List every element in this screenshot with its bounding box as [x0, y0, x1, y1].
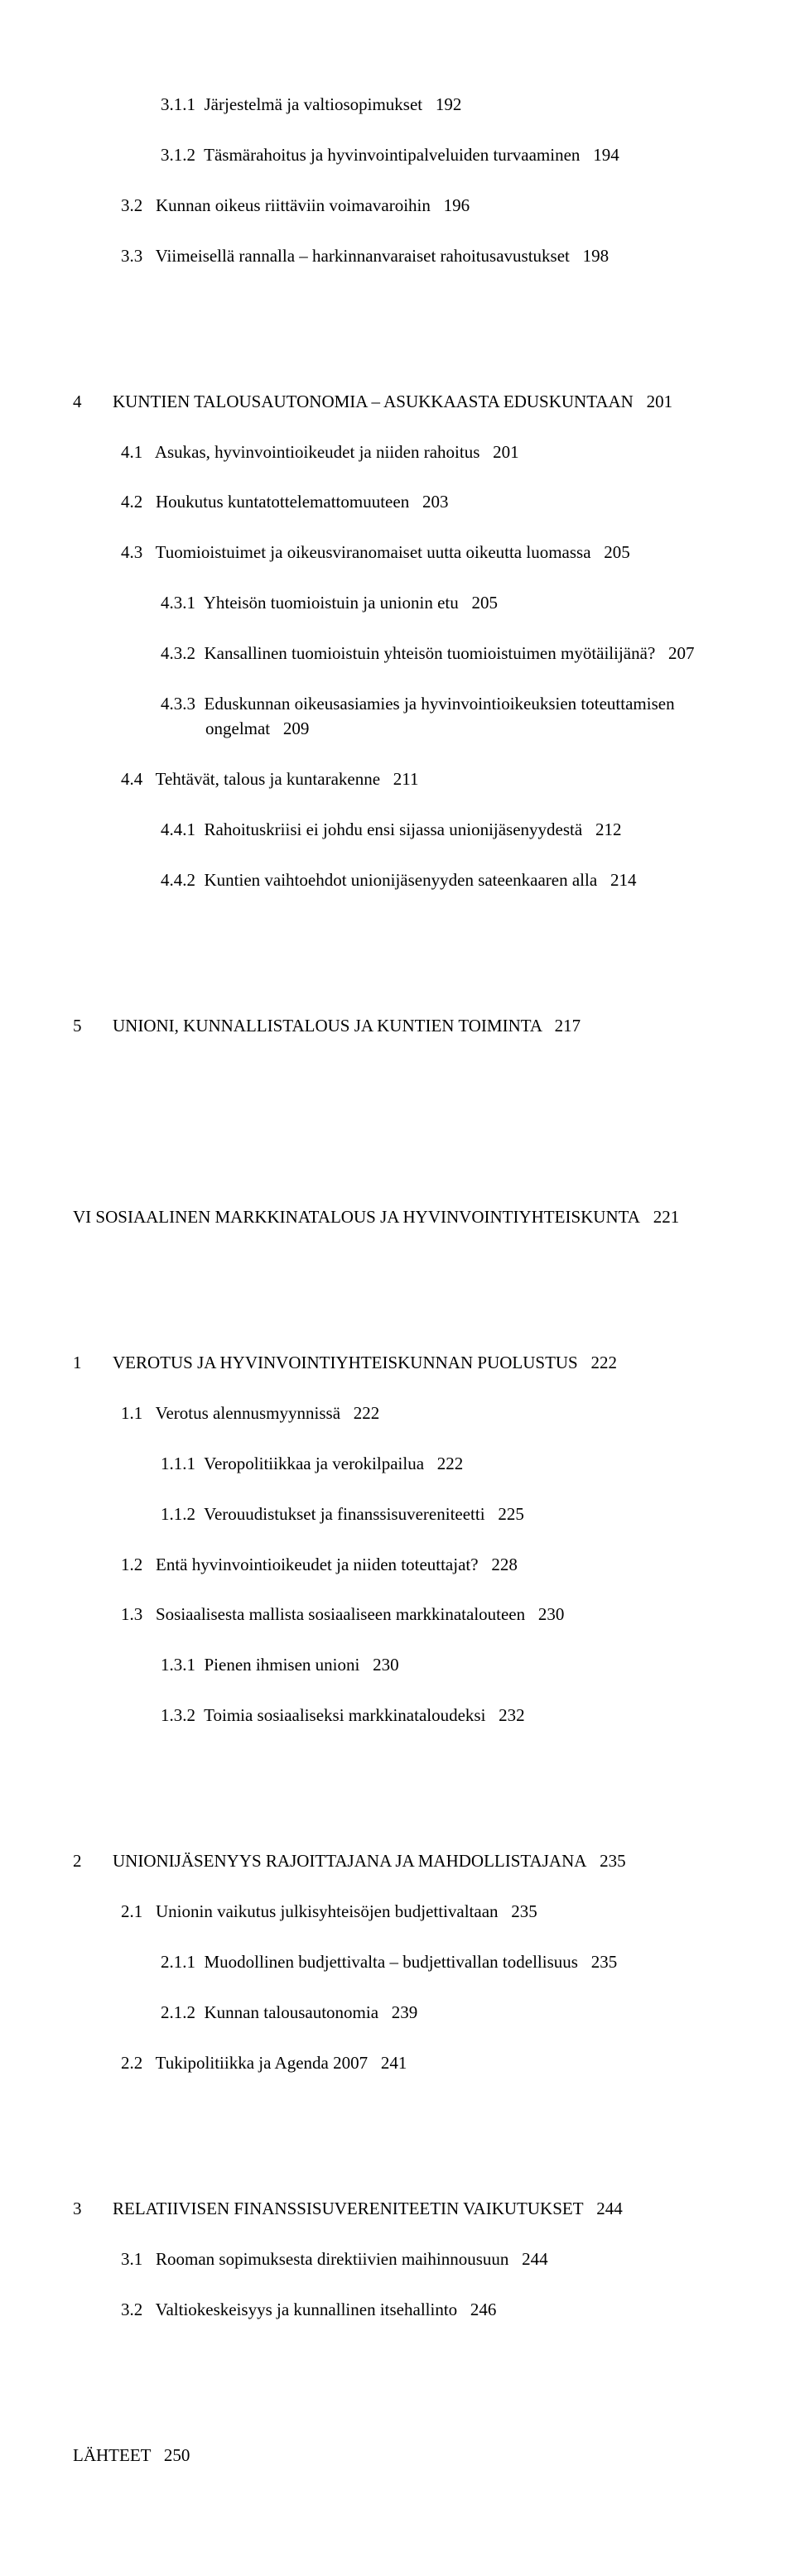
- toc-entry: 3.2 Kunnan oikeus riittäviin voimavaroih…: [73, 193, 722, 218]
- toc-entry: 1.1.1 Veropolitiikkaa ja verokilpailua 2…: [73, 1451, 722, 1476]
- toc-entry: 4.4 Tehtävät, talous ja kuntarakenne 211: [73, 767, 722, 791]
- toc-entry: 2.1.2 Kunnan talousautonomia 239: [73, 2000, 722, 2025]
- toc-entry: 3.1 Rooman sopimuksesta direktiivien mai…: [73, 2247, 722, 2271]
- toc-entry: 1.3 Sosiaalisesta mallista sosiaaliseen …: [73, 1602, 722, 1627]
- toc-entry: 2.1.1 Muodollinen budjettivalta – budjet…: [73, 1949, 722, 1974]
- toc-entry: 3.1.2 Täsmärahoitus ja hyvinvointipalvel…: [73, 142, 722, 167]
- toc-chapter: 2UNIONIJÄSENYYS RAJOITTAJANA JA MAHDOLLI…: [73, 1848, 722, 1873]
- toc-entry: 4.3.1 Yhteisön tuomioistuin ja unionin e…: [73, 590, 722, 615]
- toc-references: LÄHTEET 250: [73, 2443, 722, 2468]
- toc-chapter: 1VEROTUS JA HYVINVOINTIYHTEISKUNNAN PUOL…: [73, 1350, 722, 1375]
- toc-entry: 2.1 Unionin vaikutus julkisyhteisöjen bu…: [73, 1899, 722, 1924]
- toc-chapter: 4KUNTIEN TALOUSAUTONOMIA – ASUKKAASTA ED…: [73, 389, 722, 414]
- toc-chapter: 5UNIONI, KUNNALLISTALOUS JA KUNTIEN TOIM…: [73, 1013, 722, 1038]
- toc-entry: 1.3.1 Pienen ihmisen unioni 230: [73, 1652, 722, 1677]
- toc-entry: 4.3.3 Eduskunnan oikeusasiamies ja hyvin…: [73, 691, 722, 742]
- toc-entry: 1.3.2 Toimia sosiaaliseksi markkinatalou…: [73, 1703, 722, 1728]
- toc-entry: 2.2 Tukipolitiikka ja Agenda 2007 241: [73, 2050, 722, 2075]
- toc-chapter: 3RELATIIVISEN FINANSSISUVERENITEETIN VAI…: [73, 2196, 722, 2221]
- toc-entry: 4.4.2 Kuntien vaihtoehdot unionijäsenyyd…: [73, 867, 722, 892]
- toc-entry: 1.2 Entä hyvinvointioikeudet ja niiden t…: [73, 1552, 722, 1577]
- toc-entry: 3.3 Viimeisellä rannalla – harkinnanvara…: [73, 243, 722, 268]
- toc-part: VI SOSIAALINEN MARKKINATALOUS JA HYVINVO…: [73, 1204, 722, 1229]
- toc-entry: 4.4.1 Rahoituskriisi ei johdu ensi sijas…: [73, 817, 722, 842]
- table-of-contents: 3.1.1 Järjestelmä ja valtiosopimukset 19…: [73, 41, 722, 2518]
- toc-entry: 4.3.2 Kansallinen tuomioistuin yhteisön …: [73, 641, 722, 666]
- toc-entry: 4.1 Asukas, hyvinvointioikeudet ja niide…: [73, 440, 722, 464]
- toc-entry: 3.1.1 Järjestelmä ja valtiosopimukset 19…: [73, 92, 722, 117]
- toc-entry: 4.2 Houkutus kuntatottelemattomuuteen 20…: [73, 489, 722, 514]
- toc-entry: 1.1.2 Verouudistukset ja finanssisuveren…: [73, 1502, 722, 1526]
- toc-entry: 1.1 Verotus alennusmyynnissä 222: [73, 1401, 722, 1425]
- toc-entry: 4.3 Tuomioistuimet ja oikeusviranomaiset…: [73, 540, 722, 565]
- toc-entry: 3.2 Valtiokeskeisyys ja kunnallinen itse…: [73, 2297, 722, 2322]
